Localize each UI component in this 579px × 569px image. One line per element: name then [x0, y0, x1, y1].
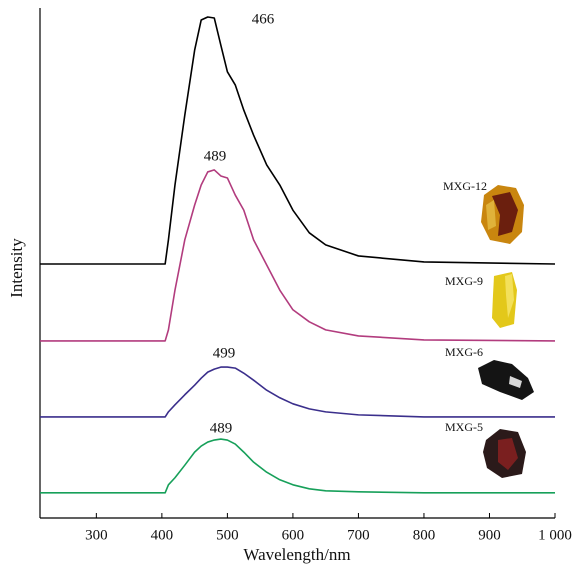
- spectrum-line: [40, 367, 555, 417]
- spectrum-line: [40, 439, 555, 493]
- sample-label: MXG-9: [445, 274, 483, 288]
- gem-mxg-9: [492, 272, 517, 328]
- x-tick-label: 500: [216, 527, 239, 543]
- gem-mxg-12: [481, 185, 524, 244]
- x-tick-label: 900: [478, 527, 501, 543]
- x-axis-label: Wavelength/nm: [243, 545, 350, 564]
- sample-label: MXG-5: [445, 420, 483, 434]
- peak-label: 466: [252, 11, 275, 27]
- sample-label: MXG-6: [445, 345, 483, 359]
- peak-label: 489: [210, 420, 233, 436]
- gem-mxg-5: [483, 429, 526, 478]
- x-tick-label: 400: [151, 527, 174, 543]
- x-tick-label: 800: [413, 527, 436, 543]
- x-tick-label: 300: [85, 527, 108, 543]
- peak-label: 489: [204, 148, 227, 164]
- spectrum-line: [40, 170, 555, 341]
- x-tick-label: 1 000: [538, 527, 572, 543]
- chart: Wavelength/nm Intensity 300 400 500 600 700 8…: [0, 0, 579, 569]
- y-axis-label: Intensity: [7, 238, 26, 298]
- sample-label: MXG-12: [443, 179, 487, 193]
- spectrum-line: [40, 17, 555, 264]
- x-tick-label: 600: [282, 527, 305, 543]
- gem-mxg-6: [478, 360, 534, 400]
- x-tick-label: 700: [347, 527, 370, 543]
- peak-label: 499: [213, 345, 236, 361]
